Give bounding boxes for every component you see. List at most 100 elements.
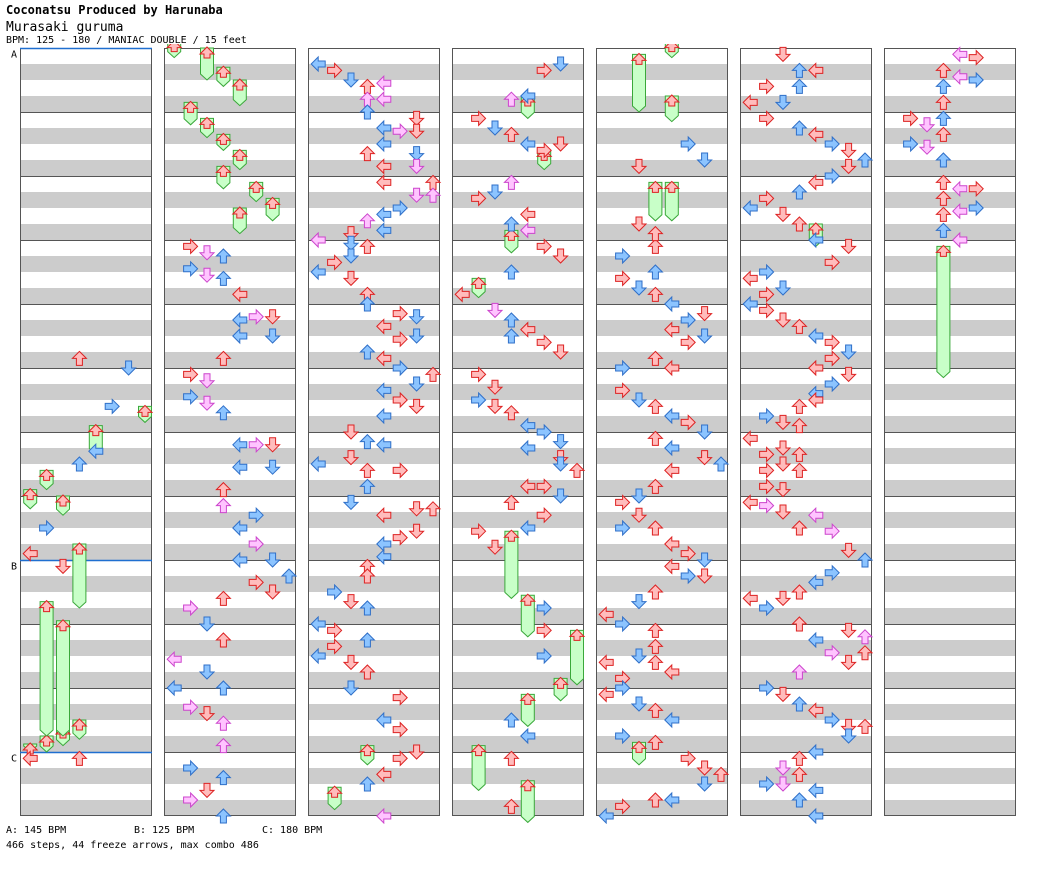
freeze-head bbox=[647, 180, 664, 193]
beat-stripe bbox=[884, 736, 1016, 752]
step-arrow bbox=[359, 238, 376, 254]
beat-stripe bbox=[596, 352, 728, 368]
step-arrow bbox=[536, 62, 552, 79]
beat-stripe bbox=[164, 544, 296, 560]
step-arrow bbox=[647, 622, 664, 638]
step-arrow bbox=[696, 450, 713, 466]
step-arrow bbox=[791, 446, 808, 462]
step-arrow bbox=[264, 328, 281, 344]
step-arrow bbox=[742, 430, 758, 447]
note-layer bbox=[310, 55, 442, 824]
step-arrow bbox=[791, 417, 808, 434]
step-arrow bbox=[359, 478, 376, 494]
step-arrow bbox=[840, 366, 857, 383]
step-arrow bbox=[392, 391, 408, 409]
step-arrow bbox=[808, 126, 824, 143]
step-arrow bbox=[471, 522, 487, 540]
step-arrow bbox=[759, 478, 775, 495]
step-arrow bbox=[630, 158, 648, 175]
step-arrow bbox=[359, 213, 376, 229]
step-arrow bbox=[71, 750, 88, 766]
step-arrow bbox=[359, 344, 376, 360]
freeze-head bbox=[264, 196, 281, 209]
step-arrow bbox=[791, 766, 808, 782]
step-arrow bbox=[647, 520, 664, 536]
column-border bbox=[452, 48, 584, 816]
step-arrow bbox=[486, 539, 504, 555]
step-arrow bbox=[408, 398, 425, 415]
step-arrow bbox=[774, 46, 792, 63]
step-arrow bbox=[536, 622, 552, 639]
step-arrow bbox=[359, 104, 376, 120]
step-arrow bbox=[759, 190, 775, 207]
chart-column bbox=[452, 48, 584, 816]
step-arrow bbox=[630, 216, 648, 232]
step-arrow bbox=[824, 711, 840, 729]
note-layer bbox=[903, 46, 984, 379]
step-arrow bbox=[791, 462, 808, 478]
freeze-arrow bbox=[936, 245, 951, 379]
step-arrow bbox=[680, 135, 696, 153]
step-arrow bbox=[376, 766, 392, 783]
step-arrow bbox=[454, 286, 470, 303]
beat-stripe bbox=[596, 96, 728, 112]
step-arrow bbox=[791, 120, 808, 136]
freeze-head bbox=[503, 529, 520, 542]
beat-stripe bbox=[20, 352, 152, 368]
freeze-head bbox=[21, 742, 39, 755]
step-arrow bbox=[408, 187, 425, 203]
beat-stripe bbox=[308, 576, 440, 592]
beat-stripe bbox=[452, 352, 584, 368]
step-arrow bbox=[696, 328, 713, 344]
step-arrow bbox=[968, 49, 984, 66]
step-arrow bbox=[840, 542, 857, 559]
step-arrow bbox=[520, 417, 536, 434]
step-arrow bbox=[520, 321, 536, 338]
beat-stripe bbox=[740, 768, 872, 784]
column-border bbox=[740, 48, 872, 816]
step-arrow bbox=[647, 238, 664, 254]
freeze-head bbox=[198, 116, 216, 129]
step-arrow bbox=[664, 535, 680, 553]
freeze-arrow bbox=[39, 601, 54, 737]
step-arrow bbox=[791, 318, 808, 334]
step-arrow bbox=[791, 696, 808, 712]
beat-stripe bbox=[308, 192, 440, 208]
step-arrow bbox=[198, 782, 216, 799]
beat-stripe bbox=[884, 800, 1016, 816]
step-arrow bbox=[520, 222, 536, 239]
step-arrow bbox=[824, 334, 840, 351]
beat-stripe bbox=[596, 672, 728, 688]
beat-stripe bbox=[740, 128, 872, 144]
step-arrow bbox=[264, 437, 281, 453]
freeze-head bbox=[165, 44, 183, 53]
beat-stripe bbox=[740, 416, 872, 432]
beat-stripe bbox=[164, 672, 296, 688]
step-arrow bbox=[742, 494, 758, 511]
step-stats: 466 steps, 44 freeze arrows, max combo 4… bbox=[6, 840, 259, 851]
step-arrow bbox=[503, 328, 520, 344]
step-arrow bbox=[408, 110, 425, 127]
step-arrow bbox=[935, 94, 952, 110]
step-arrow bbox=[536, 647, 552, 665]
beat-stripe bbox=[20, 416, 152, 432]
step-arrow bbox=[408, 744, 425, 760]
freeze-head bbox=[215, 132, 232, 145]
beat-stripe bbox=[164, 640, 296, 656]
step-arrow bbox=[759, 407, 775, 425]
beat-stripe bbox=[884, 160, 1016, 176]
step-arrow bbox=[647, 638, 664, 654]
chart-column bbox=[884, 48, 1016, 816]
step-arrow bbox=[376, 222, 392, 239]
beat-stripe bbox=[452, 64, 584, 80]
beat-stripe bbox=[308, 128, 440, 144]
step-arrow bbox=[935, 190, 952, 206]
step-arrow bbox=[280, 568, 298, 584]
beat-stripe bbox=[596, 640, 728, 656]
bpm-legend-c: C: 180 BPM bbox=[262, 825, 323, 836]
step-arrow bbox=[791, 184, 808, 200]
note-layer bbox=[454, 56, 586, 824]
beat-stripe bbox=[452, 256, 584, 272]
step-arrow bbox=[647, 654, 664, 670]
beat-stripe bbox=[884, 192, 1016, 208]
